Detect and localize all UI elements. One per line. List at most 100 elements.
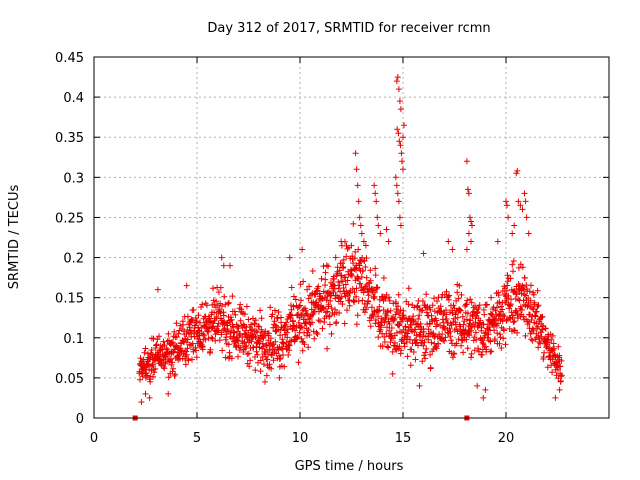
data-point xyxy=(336,267,343,274)
data-point xyxy=(280,352,286,358)
data-point xyxy=(372,190,379,197)
data-point xyxy=(344,277,351,284)
data-point xyxy=(504,272,511,279)
data-point xyxy=(313,329,320,336)
data-point xyxy=(510,258,517,264)
data-point xyxy=(519,282,526,289)
data-point xyxy=(326,313,333,320)
data-point xyxy=(391,316,398,323)
data-point xyxy=(193,354,200,361)
data-point xyxy=(138,399,145,405)
data-point xyxy=(421,352,428,359)
data-point xyxy=(269,311,276,318)
data-point xyxy=(475,345,481,352)
data-point xyxy=(231,308,238,315)
data-point xyxy=(511,222,518,229)
data-point xyxy=(385,344,392,351)
data-point xyxy=(185,357,192,364)
data-point xyxy=(180,321,187,328)
data-point xyxy=(501,327,507,334)
data-point xyxy=(212,337,219,344)
data-point xyxy=(154,286,161,293)
data-point xyxy=(153,341,160,348)
data-point xyxy=(387,307,394,314)
data-point xyxy=(360,238,367,245)
data-point xyxy=(350,220,357,227)
data-point xyxy=(338,293,345,300)
data-point xyxy=(396,310,402,317)
data-point xyxy=(395,130,402,137)
data-point xyxy=(353,166,360,173)
data-point xyxy=(300,278,307,285)
data-point xyxy=(420,250,427,257)
data-point xyxy=(381,319,388,326)
data-point xyxy=(439,331,446,338)
data-point xyxy=(205,328,212,335)
data-point xyxy=(228,355,235,362)
data-point xyxy=(402,323,409,330)
data-point xyxy=(368,304,375,311)
chart-title: Day 312 of 2017, SRMTID for receiver rcm… xyxy=(207,21,490,36)
data-point xyxy=(355,198,362,205)
data-point xyxy=(363,274,370,281)
data-point xyxy=(224,322,231,329)
data-point xyxy=(305,295,312,302)
data-point xyxy=(522,198,529,205)
data-point xyxy=(357,222,364,229)
data-point xyxy=(302,305,309,312)
data-point xyxy=(444,329,451,336)
data-point xyxy=(417,329,424,336)
data-point xyxy=(210,285,216,292)
data-point xyxy=(176,327,183,334)
data-point xyxy=(165,390,172,397)
data-point xyxy=(288,312,295,319)
data-point xyxy=(144,372,151,379)
data-point xyxy=(247,357,254,364)
data-point xyxy=(441,337,448,344)
data-point xyxy=(266,347,273,354)
data-point xyxy=(472,329,479,336)
data-point xyxy=(482,386,489,393)
data-point xyxy=(460,321,467,328)
data-point xyxy=(162,359,169,366)
data-point xyxy=(215,289,222,296)
data-point xyxy=(412,356,419,363)
data-point xyxy=(509,230,516,237)
data-point xyxy=(557,363,564,370)
data-point xyxy=(263,372,270,379)
data-point xyxy=(173,333,180,340)
data-point xyxy=(192,322,199,329)
data-point xyxy=(544,364,551,371)
data-point xyxy=(445,293,452,300)
data-point xyxy=(427,306,434,313)
y-tick-label: 0.25 xyxy=(55,211,84,226)
data-point xyxy=(353,267,359,273)
data-point xyxy=(258,329,265,335)
data-point xyxy=(396,214,403,221)
data-point xyxy=(468,350,475,357)
data-point xyxy=(397,222,404,229)
data-point xyxy=(456,307,463,313)
data-point xyxy=(305,344,312,351)
data-point xyxy=(353,293,360,300)
data-point xyxy=(515,296,522,303)
data-point xyxy=(274,315,281,322)
data-point xyxy=(345,297,352,304)
data-point xyxy=(384,343,391,350)
data-point xyxy=(247,327,254,334)
data-point xyxy=(146,376,153,383)
data-point xyxy=(434,321,441,328)
data-point xyxy=(281,363,288,370)
data-point xyxy=(232,311,239,318)
data-point xyxy=(288,284,295,291)
data-point xyxy=(468,299,475,306)
data-point xyxy=(217,310,224,317)
data-point xyxy=(262,378,268,385)
data-point xyxy=(381,333,388,340)
data-point xyxy=(515,264,522,271)
data-point xyxy=(419,298,426,305)
data-point xyxy=(323,297,330,304)
data-point xyxy=(536,339,542,345)
data-point xyxy=(265,330,272,337)
data-point xyxy=(422,349,429,356)
